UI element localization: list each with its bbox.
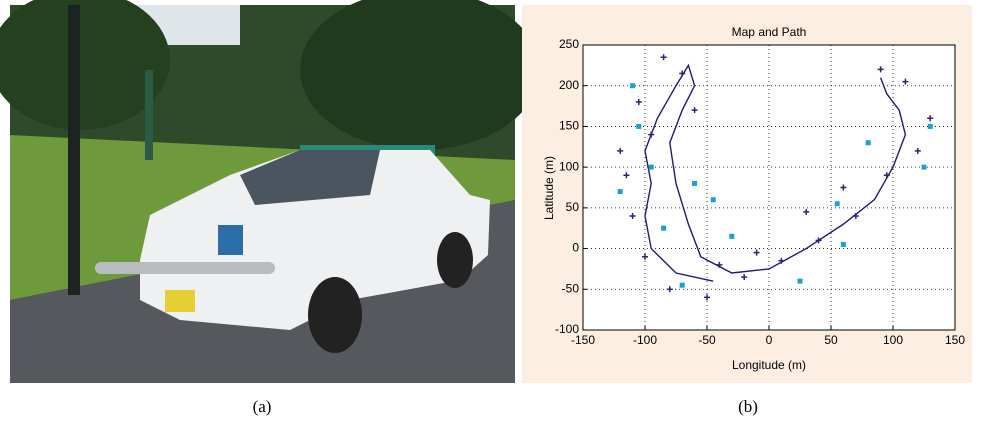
y-tick-label: 100 — [559, 159, 579, 173]
x-tick-label: -50 — [698, 333, 716, 347]
landmark — [630, 83, 635, 88]
caption: (b) — [738, 397, 758, 416]
x-tick-label: -100 — [633, 333, 657, 347]
x-tick-label: 0 — [766, 333, 773, 347]
landmark — [729, 234, 734, 239]
landmark — [649, 165, 654, 170]
y-tick-label: 150 — [559, 119, 579, 133]
plot-area — [583, 45, 955, 330]
figure: -150-100-50050100150-100-500501001502002… — [0, 0, 982, 425]
landmark — [835, 201, 840, 206]
landmark — [711, 197, 716, 202]
landmark — [866, 140, 871, 145]
y-tick-label: -100 — [555, 322, 579, 336]
chart-title: Map and Path — [732, 25, 807, 39]
landmark — [841, 242, 846, 247]
photo — [0, 0, 540, 383]
landmark — [798, 279, 803, 284]
y-tick-label: 0 — [572, 241, 579, 255]
page: -150-100-50050100150-100-500501001502002… — [0, 0, 982, 430]
landmark — [618, 189, 623, 194]
x-tick-label: 50 — [824, 333, 838, 347]
y-axis-label: Latitude (m) — [542, 156, 556, 220]
y-tick-label: 250 — [559, 37, 579, 51]
caption: (a) — [253, 397, 272, 416]
landmark — [928, 124, 933, 129]
landmark — [692, 181, 697, 186]
landmark — [636, 124, 641, 129]
x-tick-label: 100 — [883, 333, 903, 347]
y-tick-label: 50 — [566, 200, 580, 214]
x-tick-label: 150 — [945, 333, 965, 347]
landmark — [680, 283, 685, 288]
landmark — [922, 165, 927, 170]
landmark — [661, 226, 666, 231]
y-tick-label: -50 — [562, 281, 580, 295]
y-tick-label: 200 — [559, 78, 579, 92]
x-axis-label: Longitude (m) — [732, 358, 806, 372]
